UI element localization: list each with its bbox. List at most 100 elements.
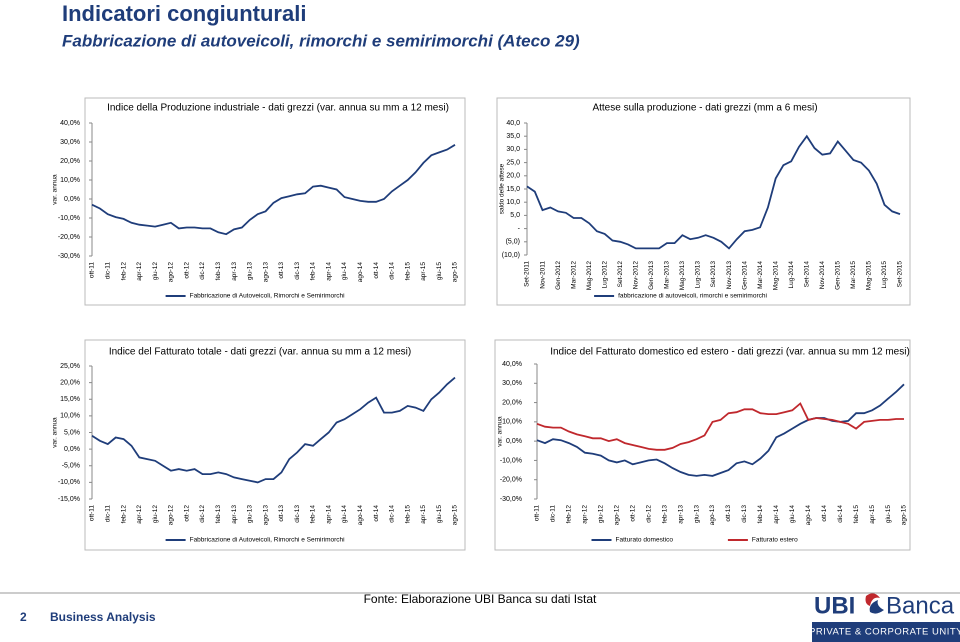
x-tick-label: ott-12: [629, 505, 636, 522]
x-tick-label: ago-15: [901, 505, 908, 526]
y-tick-label: 20,0: [506, 173, 520, 180]
logo-mark: [865, 593, 880, 606]
slide-subtitle: Fabbricazione di autoveicoli, rimorchi e…: [62, 31, 580, 50]
x-tick-label: Mar-2015: [850, 261, 857, 289]
y-tick-label: (10,0): [502, 252, 520, 259]
x-tick-label: Lug-2013: [695, 261, 702, 289]
x-tick-label: ott-14: [373, 505, 380, 522]
y-tick-label: 10,0: [506, 199, 520, 206]
y-tick-label: -30,0%: [500, 496, 522, 503]
y-tick-label: -: [518, 225, 521, 232]
x-tick-label: Set-2013: [710, 261, 717, 288]
x-tick-label: dic-14: [389, 262, 396, 280]
x-tick-label: feb-15: [404, 262, 411, 281]
x-tick-label: Mar-2013: [664, 261, 671, 289]
data-line: [536, 402, 904, 451]
x-tick-label: apr-13: [677, 505, 684, 524]
page-number: 2: [20, 610, 27, 624]
logo: UBI Banca PRIVATE & CORPORATE UNITY: [809, 592, 960, 642]
x-tick-label: ott-13: [278, 262, 285, 279]
x-tick-label: ott-11: [89, 505, 96, 522]
x-tick-label: feb-12: [120, 262, 127, 281]
x-tick-label: giu-15: [436, 262, 443, 280]
y-tick-label: 20,0%: [60, 379, 80, 386]
x-tick-label: Gen-2015: [835, 261, 842, 290]
x-tick-label: apr-12: [136, 262, 143, 281]
x-tick-label: giu-14: [341, 505, 348, 523]
x-tick-label: Nov-2013: [726, 261, 733, 290]
x-tick-label: dic-13: [741, 505, 748, 523]
y-tick-label: -5,0%: [62, 463, 80, 470]
x-tick-label: Nov-2014: [819, 261, 826, 290]
x-tick-label: ago-13: [709, 505, 716, 526]
y-tick-label: 10,0%: [502, 419, 522, 426]
x-tick-label: Mar-2014: [757, 261, 764, 289]
x-tick-label: apr-15: [869, 505, 876, 524]
x-tick-label: giu-14: [341, 262, 348, 280]
x-tick-label: feb-13: [215, 262, 222, 281]
x-tick-label: ago-15: [452, 505, 459, 526]
x-tick-label: Set-2011: [524, 261, 531, 287]
x-tick-label: dic-12: [199, 505, 206, 523]
x-tick-label: ago-12: [168, 262, 175, 283]
x-tick-label: dic-11: [105, 505, 112, 523]
chart-title: Attese sulla produzione - dati grezzi (m…: [592, 103, 817, 114]
x-tick-label: dic-11: [105, 262, 112, 280]
x-tick-label: ago-14: [357, 505, 364, 526]
y-tick-label: 40,0: [506, 120, 520, 127]
y-tick-label: 30,0%: [502, 380, 522, 387]
x-tick-label: dic-11: [550, 505, 557, 523]
chart-frame: [496, 97, 911, 306]
x-tick-label: feb-15: [404, 505, 411, 524]
x-tick-label: Set-2015: [897, 261, 904, 288]
logo-mark: [869, 600, 884, 614]
x-tick-label: Mag-2013: [679, 261, 686, 291]
y-tick-label: 10,0%: [60, 413, 80, 420]
chart-title: Indice del Fatturato totale - dati grezz…: [109, 347, 411, 358]
x-tick-label: ago-13: [262, 505, 269, 526]
x-tick-label: dic-14: [837, 505, 844, 523]
x-tick-label: ott-14: [373, 262, 380, 279]
y-tick-label: -10,0%: [500, 457, 522, 464]
legend-label: Fabbricazione di Autoveicoli, Rimorchi e…: [190, 293, 345, 300]
section-name: Business Analysis: [50, 610, 156, 624]
x-tick-label: apr-12: [136, 505, 143, 524]
y-tick-label: 5,0: [510, 212, 520, 219]
data-line: [526, 134, 901, 250]
y-tick-label: 0,0%: [64, 446, 80, 453]
x-tick-label: apr-14: [773, 505, 780, 524]
x-tick-label: giu-12: [598, 505, 605, 523]
x-tick-label: giu-14: [789, 505, 796, 523]
x-tick-label: Lug-2012: [601, 261, 608, 289]
y-tick-label: 25,0%: [60, 363, 80, 370]
x-tick-label: dic-12: [199, 262, 206, 280]
chart-frame: [84, 97, 466, 306]
x-tick-label: ago-14: [805, 505, 812, 526]
x-tick-label: apr-15: [420, 262, 427, 281]
x-tick-label: ago-12: [614, 505, 621, 526]
x-tick-label: Gen-2013: [648, 261, 655, 290]
data-line: [91, 144, 456, 236]
chart-frame: [84, 339, 466, 551]
x-tick-label: Gen-2014: [741, 261, 748, 290]
x-tick-label: ago-15: [452, 262, 459, 283]
x-tick-label: feb-15: [853, 505, 860, 524]
y-tick-label: -30,0%: [58, 253, 80, 260]
x-tick-label: feb-14: [310, 505, 317, 524]
x-tick-label: apr-15: [420, 505, 427, 524]
logo-suffix: Banca: [886, 592, 955, 619]
x-tick-label: giu-13: [693, 505, 700, 523]
tagline: PRIVATE & CORPORATE UNITY: [809, 627, 960, 638]
x-tick-label: apr-13: [231, 505, 238, 524]
legend-label: Fatturato domestico: [616, 537, 674, 544]
x-tick-label: ago-13: [262, 262, 269, 283]
y-tick-label: 5,0%: [64, 429, 80, 436]
x-tick-label: giu-12: [152, 505, 159, 523]
x-tick-label: ott-13: [725, 505, 732, 522]
x-tick-label: Mag-2012: [586, 261, 593, 291]
x-tick-label: feb-12: [120, 505, 127, 524]
y-axis-title: var. annua: [52, 417, 59, 448]
y-tick-label: 25,0: [506, 159, 520, 166]
x-tick-label: feb-14: [310, 262, 317, 281]
